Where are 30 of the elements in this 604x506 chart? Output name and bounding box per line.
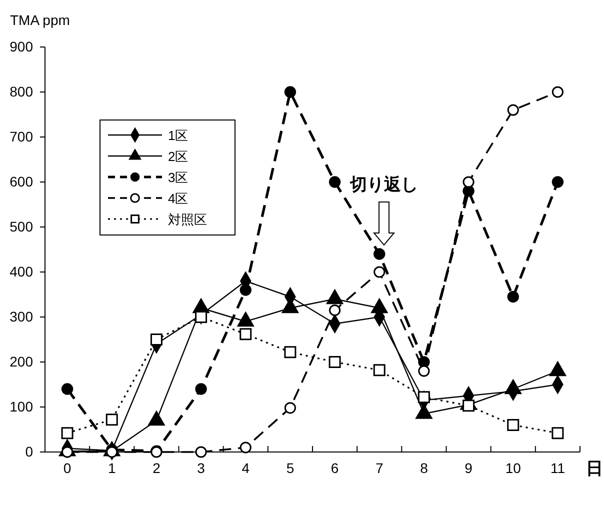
y-axis-title: TMA ppm bbox=[10, 12, 70, 28]
x-tick-label: 6 bbox=[330, 460, 339, 476]
y-tick-label: 700 bbox=[10, 128, 34, 144]
x-tick-label: 5 bbox=[286, 460, 294, 476]
y-tick-label: 100 bbox=[10, 398, 34, 414]
x-tick-label: 11 bbox=[550, 460, 566, 476]
y-tick-label: 0 bbox=[25, 443, 34, 460]
x-tick-label: 0 bbox=[63, 460, 72, 476]
x-tick-label: 3 bbox=[197, 460, 206, 476]
x-tick-label: 9 bbox=[464, 460, 473, 476]
x-tick-label: 4 bbox=[242, 460, 250, 476]
x-tick-label: 1 bbox=[108, 460, 116, 476]
legend-label: 2区 bbox=[168, 149, 188, 164]
y-tick-label: 200 bbox=[10, 353, 34, 370]
y-tick-label: 300 bbox=[10, 308, 34, 324]
y-tick-label: 800 bbox=[10, 83, 34, 100]
y-tick-label: 400 bbox=[10, 263, 34, 280]
legend-label: 3区 bbox=[168, 170, 188, 185]
x-axis-title: 日 bbox=[586, 459, 603, 478]
legend-label: 4区 bbox=[168, 191, 188, 206]
y-tick-label: 500 bbox=[10, 218, 34, 234]
y-tick-label: 900 bbox=[10, 38, 34, 54]
y-tick-label: 600 bbox=[10, 173, 34, 190]
x-tick-label: 2 bbox=[152, 460, 161, 476]
legend-label: 対照区 bbox=[168, 212, 207, 227]
x-tick-label: 10 bbox=[505, 460, 522, 476]
x-tick-label: 7 bbox=[375, 460, 384, 476]
annotation: 切り返し bbox=[349, 175, 418, 194]
legend-label: 1区 bbox=[168, 128, 188, 143]
x-tick-label: 8 bbox=[420, 460, 428, 476]
